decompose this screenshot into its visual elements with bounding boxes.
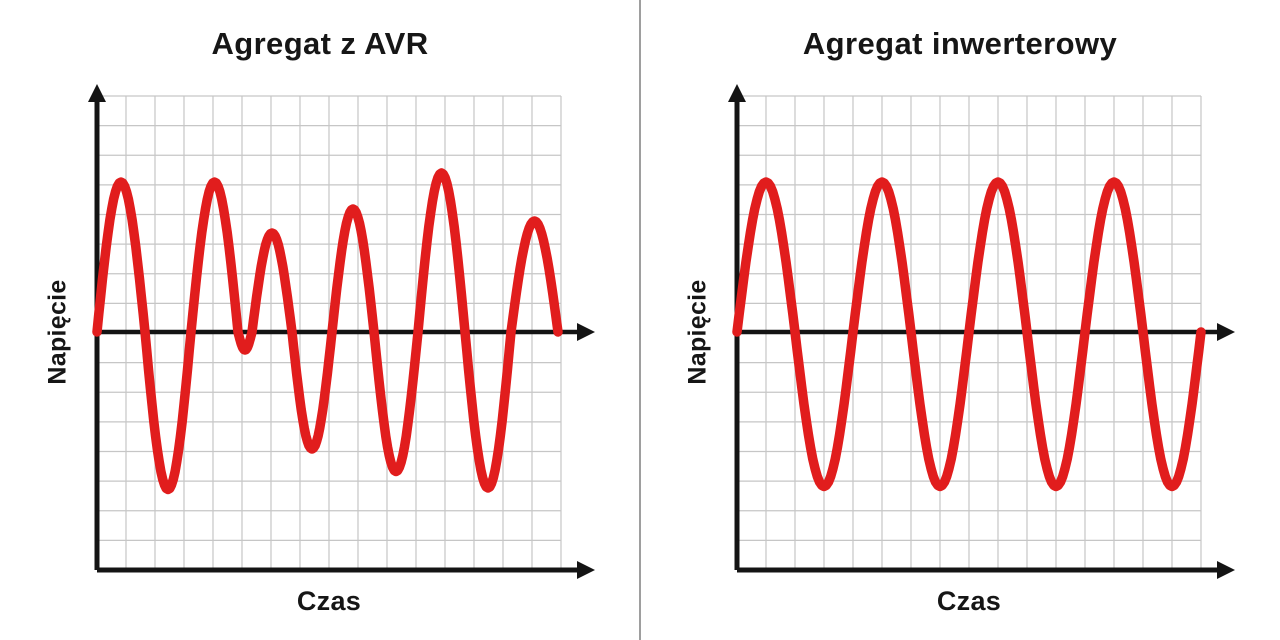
panel-title: Agregat z AVR (211, 26, 429, 61)
panel-divider (639, 0, 641, 640)
waveform-plot-inverter (728, 84, 1235, 579)
panel-avr-generator: Agregat z AVR Napięcie Czas (44, 26, 595, 616)
waveform-plot-avr (88, 84, 595, 579)
panel-inverter-generator: Agregat inwerterowy Napięcie Czas (640, 0, 1280, 640)
panel-title: Agregat inwerterowy (802, 26, 1118, 61)
x-axis-label: Czas (936, 586, 1002, 616)
x-axis-label: Czas (296, 586, 362, 616)
